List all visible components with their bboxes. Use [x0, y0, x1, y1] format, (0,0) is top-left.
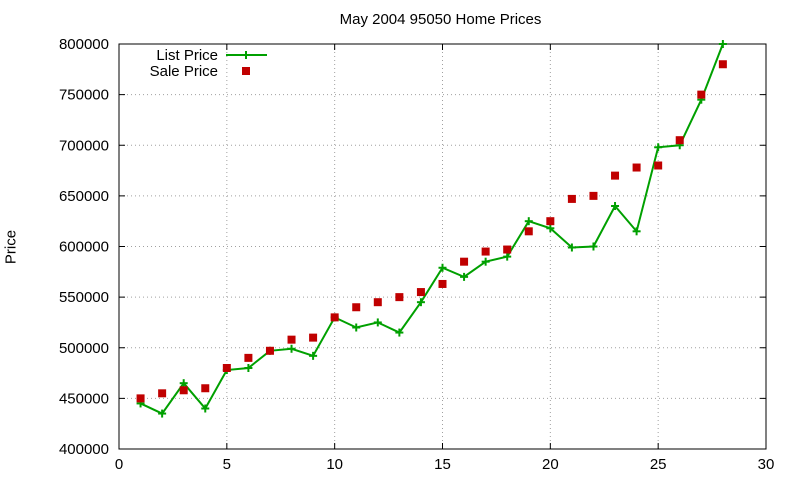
sale-price-point: [395, 293, 404, 302]
list-price-point: [158, 409, 167, 418]
sale-price-point: [201, 384, 210, 393]
y-tick-label: 700000: [59, 137, 109, 154]
y-tick-label: 750000: [59, 87, 109, 104]
x-tick-label: 30: [758, 456, 775, 473]
list-price-point: [416, 298, 425, 307]
sale-price-point: [546, 217, 555, 226]
list-price-point: [546, 224, 555, 233]
sale-price-point: [416, 288, 425, 297]
x-tick-label: 0: [115, 456, 123, 473]
list-price-point: [654, 143, 663, 152]
x-tick-label: 10: [326, 456, 343, 473]
y-tick-label: 400000: [59, 441, 109, 458]
y-tick-label: 550000: [59, 289, 109, 306]
sale-price-point: [654, 161, 663, 170]
list-price-point: [373, 318, 382, 327]
sale-price-point: [222, 364, 231, 372]
legend-label: List Price: [156, 47, 218, 64]
y-tick-label: 450000: [59, 390, 109, 407]
list-price-point: [460, 272, 469, 281]
sale-price-point: [697, 90, 706, 99]
sale-price-point: [675, 136, 684, 145]
sale-price-point: [503, 245, 512, 254]
x-tick-label: 5: [223, 456, 231, 473]
list-price-point: [481, 257, 490, 266]
sale-price-point: [589, 191, 598, 200]
list-price-point: [287, 344, 296, 353]
x-tick-label: 20: [542, 456, 559, 473]
list-price-point: [611, 202, 620, 210]
legend-label: Sale Price: [150, 63, 218, 80]
legend-square-swatch: [242, 67, 250, 75]
sale-price-point: [244, 353, 253, 362]
y-tick-label: 650000: [59, 188, 109, 205]
sale-price-point: [718, 60, 727, 69]
sale-price-point: [611, 171, 620, 180]
list-price-line: [140, 43, 724, 415]
y-tick-label: 500000: [59, 340, 109, 357]
x-tick-label: 15: [434, 456, 451, 473]
sale-price-point: [158, 389, 167, 398]
sale-price-point: [287, 335, 296, 344]
sale-price-point: [632, 163, 641, 172]
sale-price-point: [524, 227, 533, 236]
list-price-point: [589, 242, 598, 251]
sale-price-point: [309, 333, 318, 342]
sale-price-point: [265, 346, 274, 355]
list-price-point: [718, 40, 727, 48]
sale-price-point: [179, 386, 188, 395]
sale-price-point: [438, 279, 447, 288]
list-price-point: [201, 404, 210, 413]
list-price-point: [503, 252, 512, 261]
list-price-point: [244, 364, 253, 372]
sale-price-point: [352, 303, 361, 312]
sale-price-point: [460, 257, 469, 266]
list-price-point: [352, 323, 361, 332]
sale-price-point: [373, 298, 382, 307]
sale-price-point: [481, 247, 490, 256]
sale-price-point: [567, 194, 576, 203]
y-tick-label: 600000: [59, 239, 109, 256]
chart-title: May 2004 95050 Home Prices: [339, 11, 542, 28]
x-tick-label: 25: [650, 456, 667, 473]
list-price-point: [632, 227, 641, 236]
list-price-point: [567, 243, 576, 252]
list-price-point: [395, 328, 404, 337]
list-price-point: [524, 217, 533, 226]
sale-price-point: [330, 313, 339, 322]
list-price-point: [438, 263, 447, 272]
list-price-point: [309, 351, 318, 360]
sale-price-point: [136, 394, 145, 403]
y-tick-label: 800000: [59, 36, 109, 53]
list-price-point: [179, 379, 188, 388]
